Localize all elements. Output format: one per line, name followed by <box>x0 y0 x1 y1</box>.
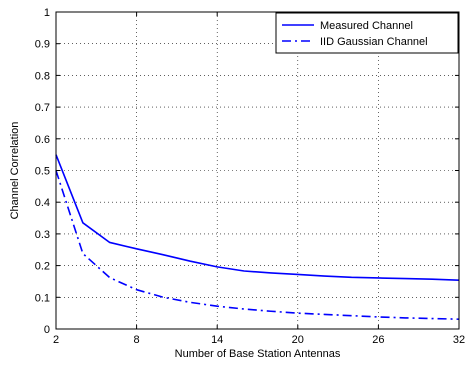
x-tick-label: 2 <box>53 334 59 346</box>
x-tick-label: 8 <box>134 334 140 346</box>
legend: Measured Channel IID Gaussian Channel <box>275 12 459 54</box>
legend-box <box>275 12 459 54</box>
y-tick-label: 0.2 <box>35 261 50 273</box>
series-layer <box>55 154 460 320</box>
x-tick-label: 32 <box>453 334 465 346</box>
y-tick-label: 0.4 <box>35 197 50 209</box>
y-tick-label: 0 <box>44 324 50 336</box>
y-tick-label: 0.3 <box>35 229 50 241</box>
legend-label-measured-channel: Measured Channel <box>320 20 413 32</box>
axis-ticks: 2 8 14 20 26 32 0 0.1 0.2 0.3 0.4 0.5 0.6 0.7 0.8 0.9 1 <box>35 7 465 346</box>
grid <box>56 12 459 329</box>
y-tick-label: 0.5 <box>35 166 50 178</box>
y-tick-label: 1 <box>44 7 50 19</box>
y-tick-label: 0.9 <box>35 39 50 51</box>
y-tick-label: 0.8 <box>35 70 50 82</box>
x-tick-label: 14 <box>211 334 223 346</box>
series-line-measured-channel <box>55 154 460 281</box>
series-line-iid-gaussian-channel <box>55 170 460 320</box>
x-tick-label: 26 <box>372 334 384 346</box>
y-tick-label: 0.6 <box>35 134 50 146</box>
y-tick-label: 0.7 <box>35 102 50 114</box>
y-tick-label: 0.1 <box>35 292 50 304</box>
x-axis-label: Number of Base Station Antennas <box>175 348 341 360</box>
y-axis-label: Channel Correlation <box>9 122 21 220</box>
x-tick-label: 20 <box>292 334 304 346</box>
legend-label-iid-gaussian-channel: IID Gaussian Channel <box>320 36 428 48</box>
